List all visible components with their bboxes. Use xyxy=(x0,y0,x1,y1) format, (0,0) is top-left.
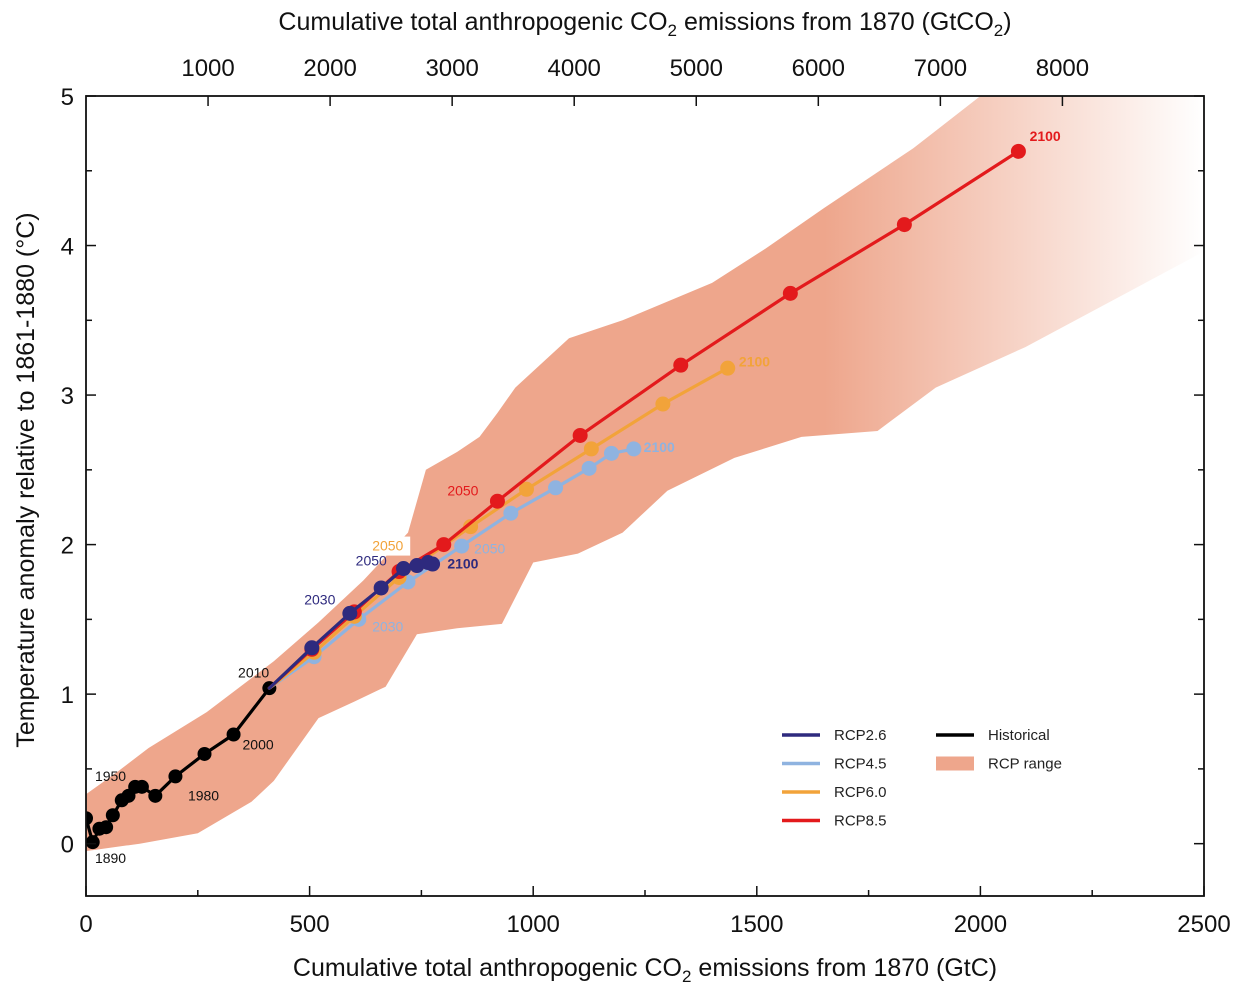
year-label-box xyxy=(368,536,411,556)
data-point-rcp26 xyxy=(342,605,358,621)
top-x-tick-label: 6000 xyxy=(792,55,845,82)
legend-label: RCP6.0 xyxy=(834,784,887,801)
year-label: 2050 xyxy=(356,553,387,569)
data-point-rcp45 xyxy=(454,538,470,554)
x-tick-label: 0 xyxy=(79,911,92,938)
data-point-historical xyxy=(86,835,100,850)
top-x-axis-title: Cumulative total anthropogenic CO2 emiss… xyxy=(278,8,1011,40)
data-point-rcp85 xyxy=(896,217,912,233)
data-point-rcp45 xyxy=(503,505,519,521)
year-label: 2100 xyxy=(447,556,478,572)
legend-label: RCP2.6 xyxy=(834,727,887,744)
y-tick-label: 5 xyxy=(61,84,74,111)
data-point-rcp60 xyxy=(463,519,479,535)
legend-item-rcp45: RCP4.5 xyxy=(782,756,887,773)
x-tick-label: 2000 xyxy=(954,911,1007,938)
top-x-tick-label: 8000 xyxy=(1036,55,1089,82)
x-tick-label: 2500 xyxy=(1177,911,1230,938)
legend-swatch xyxy=(936,756,974,771)
y-tick-label: 3 xyxy=(61,383,74,410)
data-point-historical xyxy=(197,746,212,761)
y-axis-title: Temperature anomaly relative to 1861-188… xyxy=(12,212,40,747)
legend-label: RCP range xyxy=(988,756,1062,773)
data-point-rcp45 xyxy=(626,441,642,457)
data-point-rcp85 xyxy=(782,285,798,301)
year-label: 2050 xyxy=(372,538,403,554)
y-tick-label: 4 xyxy=(61,234,74,261)
x-tick-label: 1500 xyxy=(730,911,783,938)
top-x-tick-label: 4000 xyxy=(548,55,601,82)
data-point-rcp85 xyxy=(673,357,689,373)
top-x-tick-label: 7000 xyxy=(914,55,967,82)
data-point-historical xyxy=(99,820,114,835)
year-label: 2050 xyxy=(447,482,478,498)
y-tick-label: 2 xyxy=(61,533,74,560)
year-label: 2030 xyxy=(304,591,335,607)
x-tick-label: 1000 xyxy=(507,911,560,938)
year-label: 2000 xyxy=(243,736,274,752)
legend-label: Historical xyxy=(988,727,1050,744)
data-point-historical xyxy=(168,769,183,784)
data-point-rcp85 xyxy=(572,427,588,443)
data-point-rcp26 xyxy=(396,561,412,577)
data-point-historical xyxy=(226,727,241,742)
series-layer xyxy=(86,143,1026,850)
data-point-historical xyxy=(134,779,149,794)
year-label: 2100 xyxy=(644,439,675,455)
legend-item-rcp26: RCP2.6 xyxy=(782,727,887,744)
data-point-rcp45 xyxy=(581,460,597,476)
axis-layer: 0 500 1000 1500 2000 2500 0 1 2 3 4 5 1000 2000 3000 40… xyxy=(61,55,1231,938)
data-point-rcp45 xyxy=(603,445,619,461)
legend-item-historical: Historical xyxy=(936,727,1050,744)
top-x-tick-label: 1000 xyxy=(181,55,234,82)
year-label: 2100 xyxy=(1030,128,1061,144)
year-label: 2100 xyxy=(739,354,770,370)
top-x-tick-label: 2000 xyxy=(303,55,356,82)
year-label: 2030 xyxy=(372,618,403,634)
data-point-rcp26 xyxy=(425,556,441,572)
data-point-rcp45 xyxy=(548,480,564,496)
legend-label: RCP4.5 xyxy=(834,756,887,773)
data-point-rcp85 xyxy=(1010,143,1026,159)
series-rcp26 xyxy=(267,555,441,690)
data-point-rcp85 xyxy=(436,537,452,553)
top-x-tick-label: 3000 xyxy=(425,55,478,82)
data-point-rcp60 xyxy=(518,481,534,497)
x-axis-title: Cumulative total anthropogenic CO2 emiss… xyxy=(293,954,997,984)
year-label: 1890 xyxy=(95,850,126,866)
year-label: 1950 xyxy=(95,768,126,784)
range-band-layer xyxy=(86,96,1204,896)
data-point-rcp60 xyxy=(583,441,599,457)
legend-item-range: RCP range xyxy=(936,756,1062,773)
data-point-historical xyxy=(148,788,163,803)
data-point-rcp60 xyxy=(655,396,671,412)
series-line-rcp45 xyxy=(267,447,636,690)
y-tick-label: 1 xyxy=(61,682,74,709)
legend: RCP2.6 RCP4.5 RCP6.0 RCP8.5 Historical RCP ra… xyxy=(782,727,1062,830)
data-point-historical xyxy=(86,811,93,826)
top-x-tick-label: 5000 xyxy=(670,55,723,82)
data-point-rcp26 xyxy=(304,640,320,656)
legend-item-rcp85: RCP8.5 xyxy=(782,813,887,830)
x-tick-label: 500 xyxy=(290,911,330,938)
year-label: 1980 xyxy=(188,787,219,803)
legend-item-rcp60: RCP6.0 xyxy=(782,784,887,801)
data-point-rcp60 xyxy=(720,360,736,376)
data-point-historical xyxy=(105,808,120,823)
data-point-rcp26 xyxy=(373,580,389,596)
legend-label: RCP8.5 xyxy=(834,813,887,830)
data-point-rcp85 xyxy=(489,493,505,509)
year-label: 2050 xyxy=(474,541,505,557)
range-fade xyxy=(823,96,1204,896)
year-label: 2010 xyxy=(238,665,269,681)
y-tick-label: 0 xyxy=(61,832,74,859)
